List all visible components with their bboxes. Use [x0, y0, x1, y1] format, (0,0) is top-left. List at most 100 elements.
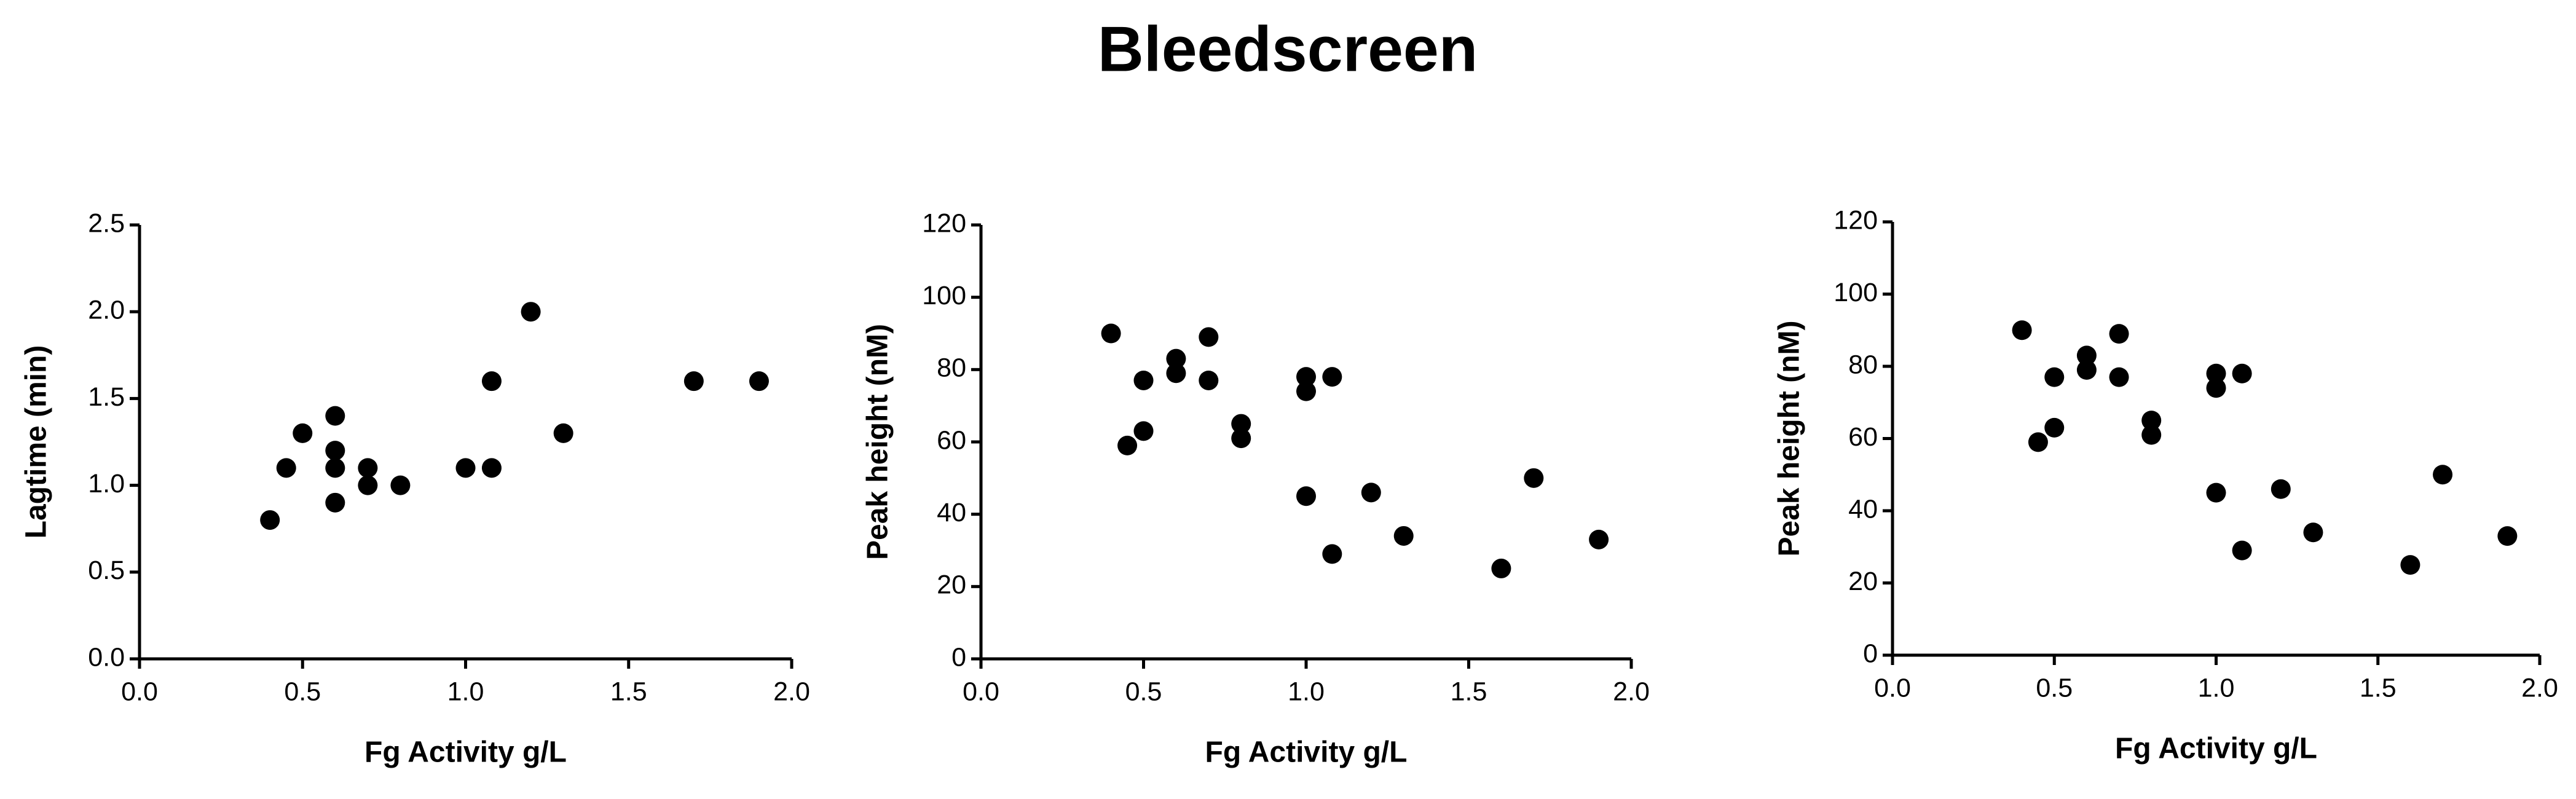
x-tick-label: 2.0	[2521, 673, 2558, 703]
data-point	[325, 458, 345, 478]
x-tick-label: 0.0	[1874, 673, 1911, 703]
y-tick-label: 2.0	[88, 296, 125, 325]
data-point	[2012, 320, 2032, 340]
x-tick-label: 1.0	[1288, 677, 1325, 706]
data-point	[2044, 417, 2065, 438]
data-point	[1199, 370, 1219, 390]
y-tick-label: 60	[1848, 422, 1878, 452]
data-point	[1361, 482, 1381, 503]
data-point	[2232, 540, 2252, 561]
data-point	[2206, 363, 2226, 384]
data-point	[325, 406, 345, 426]
data-point	[1393, 525, 1414, 546]
y-tick-label: 20	[937, 570, 966, 600]
data-point	[455, 458, 476, 478]
x-axis-label: Fg Activity g/L	[364, 736, 567, 769]
data-point	[276, 458, 296, 478]
data-point	[1296, 381, 1316, 401]
y-tick-label: 80	[1848, 350, 1878, 379]
data-point	[1231, 428, 1251, 449]
y-tick-label: 100	[1834, 278, 1878, 307]
data-point	[2303, 522, 2323, 543]
x-tick-label: 0.5	[284, 677, 321, 706]
data-point	[2076, 345, 2097, 366]
data-point	[481, 371, 502, 392]
x-axis-label: Fg Activity g/L	[2115, 733, 2317, 765]
data-point	[2206, 482, 2226, 503]
x-tick-label: 0.0	[963, 677, 999, 706]
data-point	[1322, 367, 1342, 387]
data-point	[2206, 378, 2226, 398]
y-tick-label: 120	[922, 208, 966, 238]
y-tick-label: 1.0	[88, 469, 125, 498]
data-point	[1117, 435, 1138, 455]
data-point	[2141, 411, 2162, 431]
data-point	[325, 492, 345, 513]
data-point	[481, 458, 502, 478]
data-point	[1524, 468, 1544, 488]
y-tick-label: 40	[937, 498, 966, 527]
data-point	[521, 302, 541, 322]
data-point	[358, 458, 378, 478]
data-point	[2232, 363, 2252, 384]
data-point	[553, 423, 573, 443]
x-tick-label: 1.0	[447, 677, 484, 706]
x-tick-label: 2.0	[1613, 677, 1650, 706]
y-tick-label: 40	[1848, 494, 1878, 524]
data-point	[1296, 486, 1316, 506]
data-point	[260, 510, 280, 530]
data-point	[1322, 544, 1342, 564]
data-point	[749, 371, 769, 392]
y-tick-label: 0	[951, 642, 966, 672]
y-tick-label: 20	[1848, 567, 1878, 596]
data-point	[2109, 324, 2129, 344]
y-axis-label: Lagtime (min)	[20, 345, 53, 539]
data-point	[1166, 348, 1186, 369]
data-point	[1589, 529, 1609, 549]
figure-title: Bleedscreen	[1098, 14, 1478, 85]
x-tick-label: 1.0	[2198, 673, 2235, 703]
x-tick-label: 1.5	[1451, 677, 1487, 706]
y-tick-label: 0	[1863, 639, 1878, 668]
data-point	[2400, 555, 2420, 575]
x-tick-label: 1.5	[610, 677, 647, 706]
data-point	[1491, 558, 1511, 578]
y-tick-label: 100	[922, 281, 966, 310]
x-tick-label: 1.5	[2360, 673, 2397, 703]
y-tick-label: 120	[1834, 205, 1878, 235]
data-point	[358, 475, 378, 495]
data-point	[1231, 414, 1251, 434]
x-tick-label: 0.0	[121, 677, 158, 706]
data-point	[2497, 526, 2518, 546]
x-axis-label: Fg Activity g/L	[1205, 736, 1408, 769]
y-tick-label: 80	[937, 353, 966, 383]
data-point	[390, 475, 411, 495]
data-point	[293, 423, 313, 443]
x-tick-label: 2.0	[773, 677, 810, 706]
data-point	[1199, 327, 1219, 347]
x-tick-label: 0.5	[1125, 677, 1162, 706]
data-point	[1133, 370, 1154, 390]
y-tick-label: 0.5	[88, 556, 125, 585]
y-tick-label: 0.0	[88, 642, 125, 672]
y-tick-label: 1.5	[88, 382, 125, 412]
y-axis-label: Peak height (nM)	[1773, 320, 1806, 556]
data-point	[2109, 367, 2129, 387]
data-point	[1101, 323, 1121, 344]
data-point	[1133, 421, 1154, 441]
data-point	[1166, 363, 1186, 384]
data-point	[2433, 465, 2453, 485]
data-point	[2141, 425, 2162, 445]
data-point	[2271, 479, 2291, 499]
x-tick-label: 0.5	[2036, 673, 2073, 703]
data-point	[1296, 367, 1316, 387]
data-point	[2028, 432, 2048, 452]
y-tick-label: 2.5	[88, 208, 125, 238]
data-point	[325, 441, 345, 461]
y-axis-label: Peak height (nM)	[862, 324, 894, 560]
y-tick-label: 60	[937, 425, 966, 455]
data-point	[2044, 367, 2065, 387]
data-point	[2076, 360, 2097, 380]
